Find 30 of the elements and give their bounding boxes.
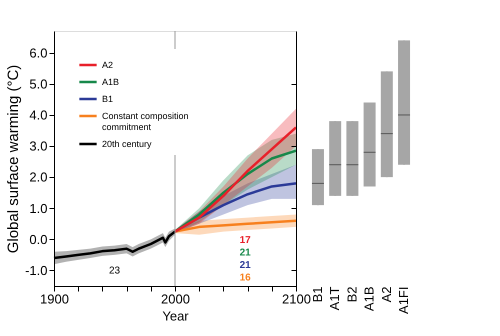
x-axis-title: Year xyxy=(162,308,190,324)
legend-label: A1B xyxy=(102,77,120,87)
annotation: 23 xyxy=(108,266,120,277)
y-tick-label: 3.0 xyxy=(29,138,48,154)
x-tick-label: B1 xyxy=(310,286,325,302)
y-tick-label: 5.0 xyxy=(29,76,48,92)
y-tick-label: 1.0 xyxy=(29,200,48,216)
x-tick-label: A2 xyxy=(378,286,394,302)
y-tick-label: -1.0 xyxy=(25,262,48,278)
y-tick-label: 2.0 xyxy=(29,170,48,185)
annotation: 16 xyxy=(240,272,252,284)
annotation: 21 xyxy=(240,248,252,259)
x-tick-label: 2100 xyxy=(282,292,311,306)
annotation: 17 xyxy=(240,235,252,246)
x-tick-label: 2000 xyxy=(161,292,190,306)
line-series xyxy=(174,219,298,233)
x-tick-label: A1B xyxy=(362,286,377,312)
legend-label: A2 xyxy=(102,60,114,70)
legend-label: 20th century xyxy=(102,139,152,149)
y-axis-title: Global surface warming (°C) xyxy=(5,64,22,254)
legend-label: Constant composition commitment xyxy=(102,111,189,132)
x-tick-label: A1FI xyxy=(396,286,412,314)
y-tick-label: 6.0 xyxy=(29,45,48,60)
y-tick-label: 4.0 xyxy=(29,107,48,122)
annotation: 21 xyxy=(240,260,252,272)
x-tick-label: A1T xyxy=(327,286,342,310)
x-tick-label: 1900 xyxy=(40,292,69,306)
legend-label: B1 xyxy=(102,94,114,104)
x-tick-label: B2 xyxy=(344,286,360,302)
y-tick-label: 0.0 xyxy=(29,232,48,247)
